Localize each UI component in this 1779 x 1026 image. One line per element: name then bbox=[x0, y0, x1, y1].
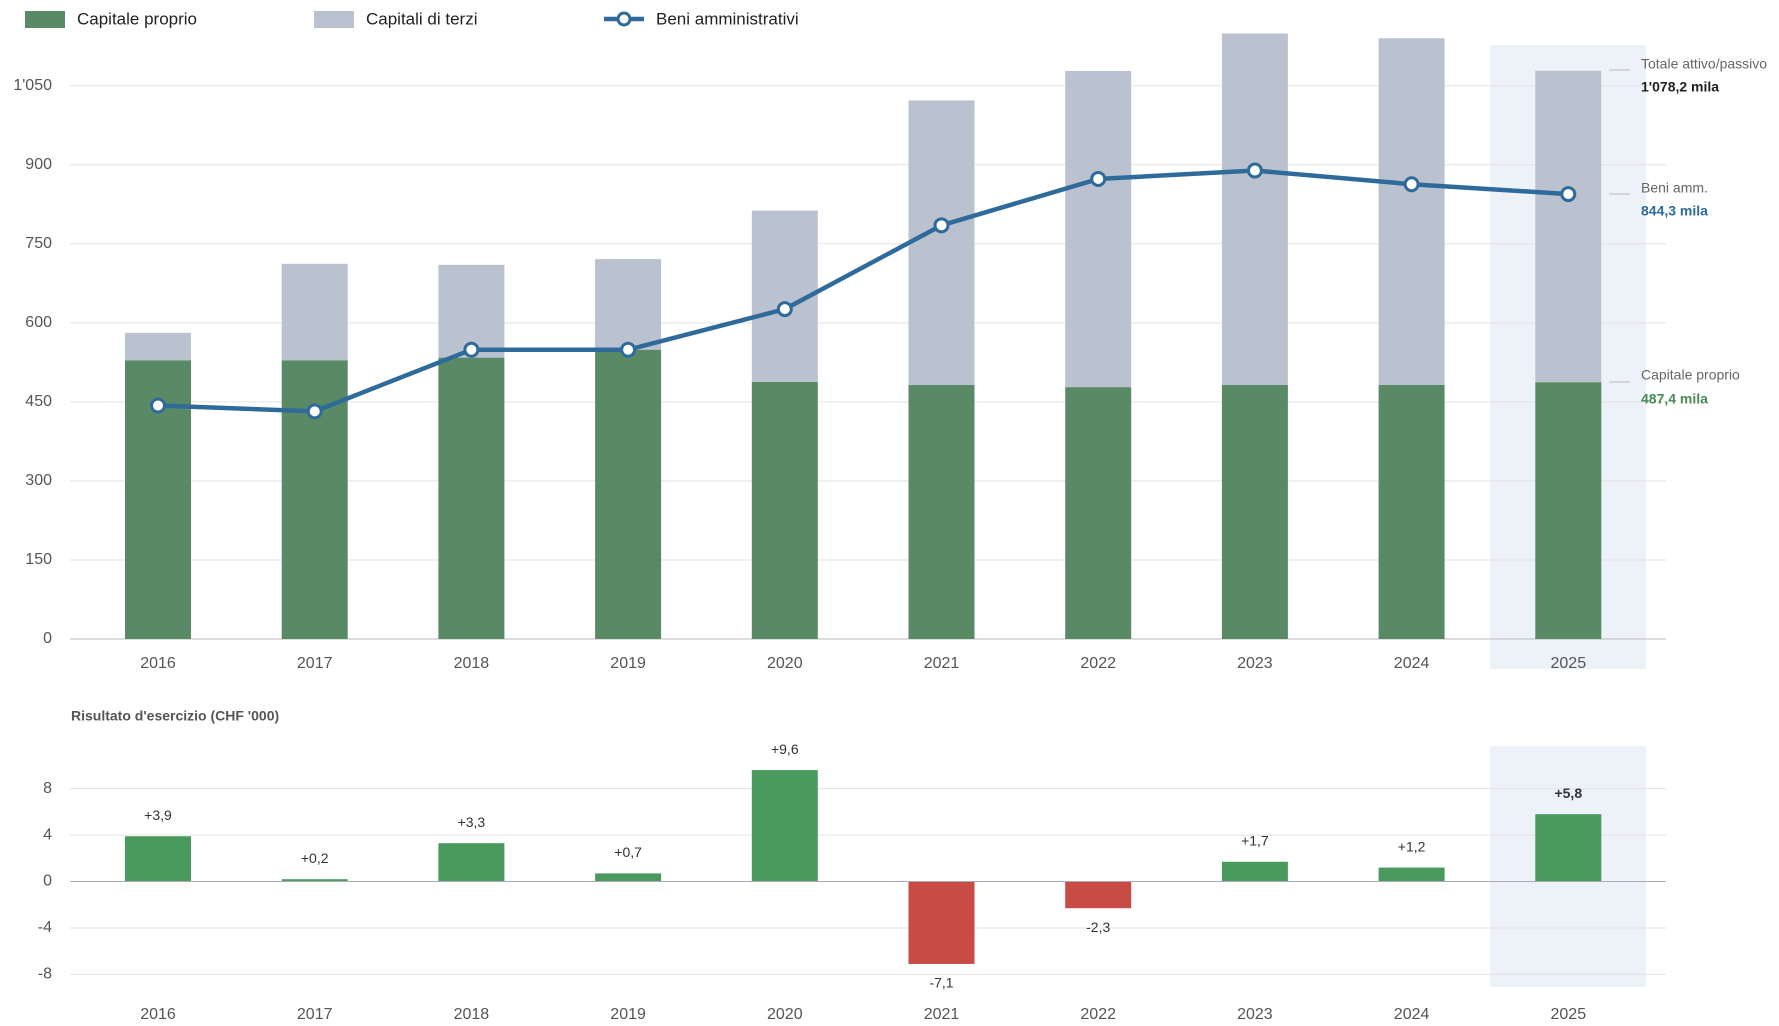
bar-segment bbox=[1221, 385, 1288, 639]
point bbox=[620, 341, 637, 358]
bar bbox=[1535, 814, 1602, 882]
point bbox=[933, 217, 950, 234]
point bbox=[150, 397, 166, 414]
y-tick-label: 0 bbox=[43, 873, 52, 890]
point bbox=[463, 341, 480, 358]
data-label: +1,2 bbox=[1398, 838, 1426, 854]
y-tick-label: 300 bbox=[25, 472, 52, 489]
bar bbox=[1221, 861, 1288, 882]
annotation-value: 487,4 mila bbox=[1641, 391, 1708, 407]
bar-segment bbox=[1535, 70, 1602, 383]
x-tick-label: 2024 bbox=[1394, 1006, 1430, 1023]
legend-label: Capitali di terzi bbox=[366, 9, 478, 28]
y-tick-label: 8 bbox=[43, 780, 52, 797]
y-tick-label: 0 bbox=[43, 630, 52, 647]
x-tick-label: 2018 bbox=[454, 655, 490, 672]
data-label: +1,7 bbox=[1241, 832, 1269, 848]
x-tick-label: 2025 bbox=[1551, 1006, 1587, 1023]
x-tick-label: 2017 bbox=[297, 1006, 333, 1023]
data-label: -2,3 bbox=[1086, 919, 1110, 935]
bar-segment bbox=[1065, 70, 1132, 388]
data-label: +3,9 bbox=[144, 807, 172, 823]
x-tick-label: 2016 bbox=[140, 655, 176, 672]
x-tick-label: 2023 bbox=[1237, 655, 1273, 672]
bar-segment bbox=[438, 357, 505, 639]
x-tick-label: 2019 bbox=[610, 1006, 646, 1023]
bar-segment bbox=[1065, 387, 1132, 639]
data-label: -7,1 bbox=[929, 975, 953, 991]
annotation-value: 1'078,2 mila bbox=[1641, 79, 1719, 95]
data-label: +9,6 bbox=[771, 741, 799, 757]
y-tick-label: 1'050 bbox=[13, 77, 52, 94]
point bbox=[1246, 162, 1263, 179]
x-tick-label: 2016 bbox=[140, 1006, 176, 1023]
y-tick-label: 450 bbox=[25, 393, 52, 410]
x-tick-label: 2024 bbox=[1394, 655, 1430, 672]
y-tick-label: -4 bbox=[38, 919, 52, 936]
y-tick-label: 600 bbox=[25, 314, 52, 331]
bar-segment bbox=[125, 332, 191, 361]
legend-label: Beni amministrativi bbox=[656, 9, 799, 28]
bar-segment bbox=[1221, 33, 1288, 386]
legend-swatch bbox=[314, 11, 354, 28]
y-tick-label: 150 bbox=[25, 551, 52, 568]
bar-segment bbox=[1535, 382, 1602, 639]
bar-segment bbox=[1378, 38, 1445, 386]
line bbox=[157, 168, 1569, 414]
legend-label: Capitale proprio bbox=[77, 9, 197, 28]
chart-title: Risultato d'esercizio (CHF '000) bbox=[71, 708, 279, 724]
annotation-label: Capitale proprio bbox=[1641, 367, 1740, 383]
bar-segment bbox=[908, 385, 975, 639]
y-tick-label: 900 bbox=[25, 156, 52, 173]
x-tick-label: 2021 bbox=[924, 1006, 960, 1023]
legend-swatch bbox=[25, 11, 65, 28]
point bbox=[1403, 176, 1420, 193]
annotation-label: Beni amm. bbox=[1641, 180, 1708, 196]
legend-marker bbox=[616, 11, 632, 27]
bar bbox=[438, 843, 505, 882]
x-tick-label: 2022 bbox=[1080, 1006, 1116, 1023]
x-tick-label: 2025 bbox=[1551, 655, 1587, 672]
bar-segment bbox=[1378, 385, 1445, 639]
annotation-value: 844,3 mila bbox=[1641, 203, 1708, 219]
x-tick-label: 2020 bbox=[767, 655, 803, 672]
x-tick-label: 2023 bbox=[1237, 1006, 1273, 1023]
bar-segment bbox=[281, 263, 348, 361]
bar bbox=[595, 873, 662, 882]
bar-segment bbox=[908, 100, 975, 386]
annotations: Totale attivo/passivo 1'078,2 mila Beni … bbox=[1609, 56, 1767, 407]
data-label: +5,8 bbox=[1554, 785, 1582, 801]
x-tick-label: 2022 bbox=[1080, 655, 1116, 672]
x-tick-label: 2017 bbox=[297, 655, 333, 672]
annotation-label: Totale attivo/passivo bbox=[1641, 56, 1767, 72]
bar bbox=[125, 836, 191, 882]
bar bbox=[1065, 881, 1132, 909]
point bbox=[1090, 170, 1107, 187]
x-tick-label: 2020 bbox=[767, 1006, 803, 1023]
bar bbox=[281, 879, 348, 882]
x-tick-label: 2019 bbox=[610, 655, 646, 672]
data-label: +0,2 bbox=[301, 850, 329, 866]
bar-segment bbox=[751, 381, 818, 639]
y-tick-label: 4 bbox=[43, 826, 52, 843]
bar bbox=[751, 770, 818, 882]
data-label: +0,7 bbox=[614, 844, 642, 860]
point bbox=[306, 403, 323, 420]
y-tick-label: 750 bbox=[25, 235, 52, 252]
bar bbox=[908, 881, 975, 964]
bar-segment bbox=[595, 259, 662, 350]
x-tick-label: 2021 bbox=[924, 655, 960, 672]
data-label: +3,3 bbox=[458, 814, 486, 830]
x-tick-label: 2018 bbox=[454, 1006, 490, 1023]
y-tick-label: -8 bbox=[38, 966, 52, 983]
bar bbox=[1378, 867, 1445, 882]
bar-segment bbox=[595, 349, 662, 639]
point bbox=[776, 301, 793, 318]
point bbox=[1560, 186, 1577, 203]
